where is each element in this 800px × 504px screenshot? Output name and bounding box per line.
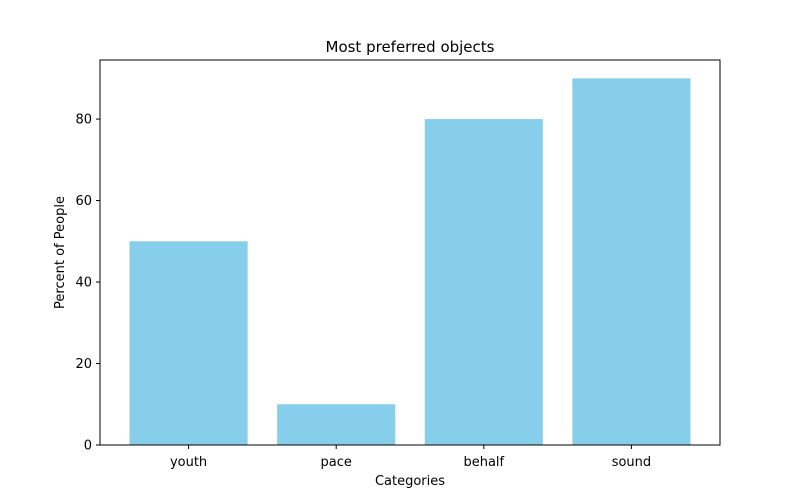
bars-layer <box>129 78 691 446</box>
y-tick-label: 0 <box>84 439 92 454</box>
y-tick-label: 60 <box>75 194 92 209</box>
y-tick-label: 20 <box>75 357 92 372</box>
x-axis-label: Categories <box>375 474 445 489</box>
plot-area-frame <box>99 59 721 446</box>
bar-pace <box>277 404 396 445</box>
x-tick-label-behalf: behalf <box>463 455 504 470</box>
x-tick-label-youth: youth <box>170 455 207 470</box>
y-axis-label: Percent of People <box>53 196 68 309</box>
y-tick-label: 80 <box>75 113 92 128</box>
y-axis-ticks: 0 20 40 60 80 <box>75 113 100 454</box>
x-axis-ticks: youth pace behalf sound <box>170 445 651 470</box>
bar-youth <box>129 241 248 445</box>
x-tick-label-pace: pace <box>321 455 352 470</box>
chart-title: Most preferred objects <box>326 38 495 56</box>
bar-behalf <box>424 119 543 446</box>
x-tick-label-sound: sound <box>612 455 651 470</box>
y-tick-label: 40 <box>75 276 92 291</box>
bar-sound <box>572 78 691 445</box>
